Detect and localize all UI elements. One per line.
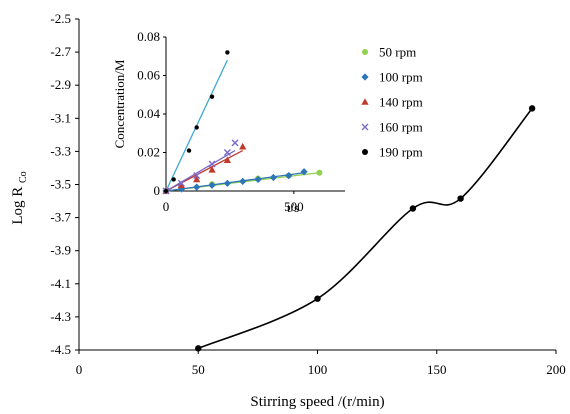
- inset-x-tick-label: 0: [163, 199, 170, 214]
- inset-x-tick-label: 500: [284, 199, 304, 214]
- main-y-tick-label: -4.5: [50, 342, 71, 357]
- inset-data-point: [285, 172, 293, 180]
- legend-label: 160 rpm: [379, 120, 423, 135]
- legend-marker: [361, 123, 369, 131]
- main-y-tick-label: -2.5: [50, 11, 71, 26]
- main-data-point: [195, 345, 202, 352]
- main-y-tick-label: -3.5: [50, 177, 71, 192]
- main-y-tick-label: -3.1: [50, 110, 71, 125]
- inset-data-point: [194, 125, 199, 130]
- main-series-line: [197, 107, 533, 350]
- main-data-point: [314, 295, 321, 302]
- inset-x-axis-title: t/s: [287, 200, 299, 215]
- legend-marker: [361, 73, 369, 81]
- main-y-tick-label: -4.1: [50, 276, 71, 291]
- inset-data-point: [254, 175, 262, 184]
- inset-y-tick-label: 0.04: [137, 106, 160, 121]
- main-x-tick-label: 100: [308, 362, 328, 377]
- inset-y-tick-label: 0.06: [137, 68, 160, 83]
- inset-y-tick-label: 0: [154, 183, 161, 198]
- legend-marker: [361, 98, 369, 105]
- inset-data-point: [239, 177, 247, 185]
- inset-data-point: [223, 149, 231, 156]
- main-x-tick-label: 50: [192, 362, 205, 377]
- inset-data-point: [231, 139, 239, 147]
- main-x-axis-title: Stirring speed /(r/min): [250, 394, 384, 409]
- inset-data-point: [269, 173, 277, 182]
- inset-data-point: [316, 169, 323, 176]
- inset-y-tick-label: 0.08: [137, 29, 160, 44]
- inset-fit-line: [165, 172, 305, 192]
- inset-data-point: [300, 168, 308, 176]
- inset-data-point: [239, 142, 247, 150]
- main-data-point: [457, 195, 464, 202]
- inset-data-point: [163, 188, 169, 194]
- inset-fit-line: [165, 150, 236, 192]
- inset-y-axis-title: Concentration/M: [112, 59, 127, 148]
- inset-data-point: [208, 166, 216, 173]
- main-y-tick-label: -2.9: [50, 77, 71, 92]
- main-y-tick-label: -4.3: [50, 309, 71, 324]
- inset-data-point: [193, 183, 201, 191]
- main-y-tick-label: -3.3: [50, 143, 71, 158]
- inset-data-point: [171, 177, 176, 182]
- main-x-tick-label: 200: [546, 362, 566, 377]
- main-data-point: [528, 105, 536, 112]
- main-y-axis-title: Log R Co: [10, 171, 29, 224]
- inset-data-point: [177, 181, 185, 189]
- inset-data-point: [208, 181, 216, 189]
- legend-marker: [362, 149, 368, 155]
- inset-data-point: [193, 175, 201, 183]
- main-y-tick-label: -3.7: [50, 210, 71, 225]
- inset-data-point: [186, 148, 192, 153]
- legend-label: 140 rpm: [379, 95, 423, 110]
- inset-data-point: [193, 172, 201, 180]
- main-y-tick-label: -2.7: [50, 44, 71, 59]
- inset-data-point: [177, 179, 185, 187]
- inset-y-tick-label: 0.02: [137, 145, 160, 160]
- main-plot: -2.5 -2.7 -2.9 -3.1 -3.3 -3.5 -3.7 -3.9 -4.1 -4.3…: [10, 11, 566, 410]
- legend-marker: [362, 49, 368, 55]
- inset-data-point: [209, 94, 215, 99]
- main-x-tick-label: 0: [76, 362, 83, 377]
- inset-data-point: [223, 156, 231, 163]
- legend-label: 190 rpm: [379, 145, 423, 160]
- main-x-tick-label: 150: [427, 362, 447, 377]
- inset-data-point: [208, 160, 216, 168]
- main-y-tick-label: -3.9: [50, 243, 71, 258]
- inset-data-point: [223, 179, 231, 187]
- legend-label: 100 rpm: [379, 70, 423, 85]
- main-data-point: [409, 205, 417, 212]
- legend-label: 50 rpm: [379, 45, 416, 60]
- inset-data-point: [225, 50, 230, 55]
